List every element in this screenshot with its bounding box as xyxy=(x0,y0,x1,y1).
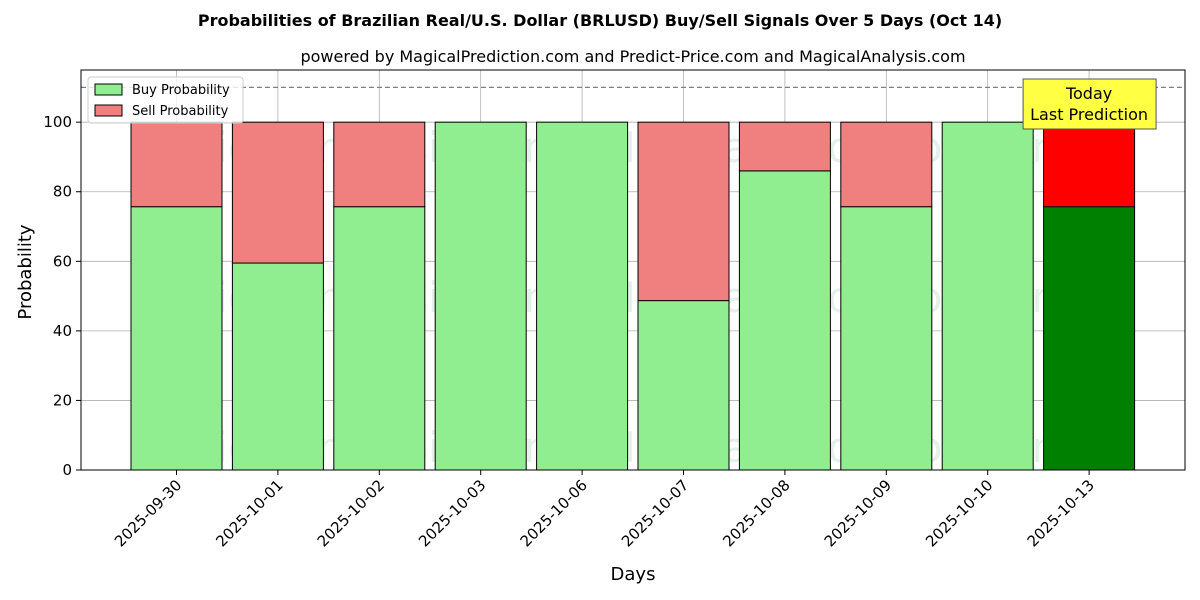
legend: Buy Probability Sell Probability xyxy=(87,76,244,124)
x-tick-label: 2025-10-10 xyxy=(922,476,996,550)
sell-bar xyxy=(840,121,933,208)
buy-bar xyxy=(536,121,629,471)
x-tick-label: 2025-10-07 xyxy=(618,476,692,550)
y-tick-label: 0 xyxy=(62,461,72,479)
x-tick-label: 2025-10-02 xyxy=(314,476,388,550)
legend-label-sell: Sell Probability xyxy=(132,104,229,119)
y-tick-label: 100 xyxy=(43,113,72,131)
sell-bar xyxy=(130,121,223,208)
bar-layer xyxy=(81,86,1185,471)
buy-bar xyxy=(1043,206,1136,471)
x-tick-label: 2025-10-09 xyxy=(821,476,895,550)
y-tick-label: 40 xyxy=(53,322,72,340)
x-tick-label: 2025-10-08 xyxy=(719,476,793,550)
legend-swatch-sell xyxy=(94,104,123,117)
y-tick-label: 80 xyxy=(53,183,72,201)
y-axis-label: Probability xyxy=(15,224,36,319)
chart-title: Probabilities of Brazilian Real/U.S. Dol… xyxy=(198,11,1002,30)
x-tick-label: 2025-09-30 xyxy=(111,476,185,550)
legend-label-buy: Buy Probability xyxy=(132,83,230,98)
x-tick-label: 2025-10-13 xyxy=(1024,476,1098,550)
buy-bar xyxy=(637,300,730,471)
sell-bar xyxy=(637,121,730,302)
buy-bar xyxy=(231,262,324,471)
today-annotation: Today Last Prediction xyxy=(1022,78,1157,130)
plot-frame xyxy=(80,69,1186,471)
legend-box xyxy=(87,76,244,124)
chart-subtitle: powered by MagicalPrediction.com and Pre… xyxy=(300,47,965,66)
annotation-line: Last Prediction xyxy=(1030,105,1148,124)
x-tick-label: 2025-10-06 xyxy=(517,476,591,550)
sell-bar xyxy=(738,121,831,172)
buy-bar xyxy=(738,170,831,471)
x-tick-label: 2025-10-03 xyxy=(415,476,489,550)
y-tick-label: 60 xyxy=(53,252,72,270)
x-tick-label: 2025-10-01 xyxy=(212,476,286,550)
buy-bar xyxy=(840,206,933,471)
buy-bar xyxy=(941,121,1034,471)
buy-bar xyxy=(333,206,426,471)
sell-bar xyxy=(1043,121,1136,208)
buy-bar xyxy=(434,121,527,471)
buy-bar xyxy=(130,206,223,471)
annotation-box xyxy=(1022,78,1157,130)
annotation-line: Today xyxy=(1065,84,1112,103)
y-tick-label: 20 xyxy=(53,391,72,409)
sell-bar xyxy=(333,121,426,208)
sell-bar xyxy=(231,121,324,264)
x-axis-label: Days xyxy=(611,564,656,585)
legend-swatch-buy xyxy=(94,83,123,96)
